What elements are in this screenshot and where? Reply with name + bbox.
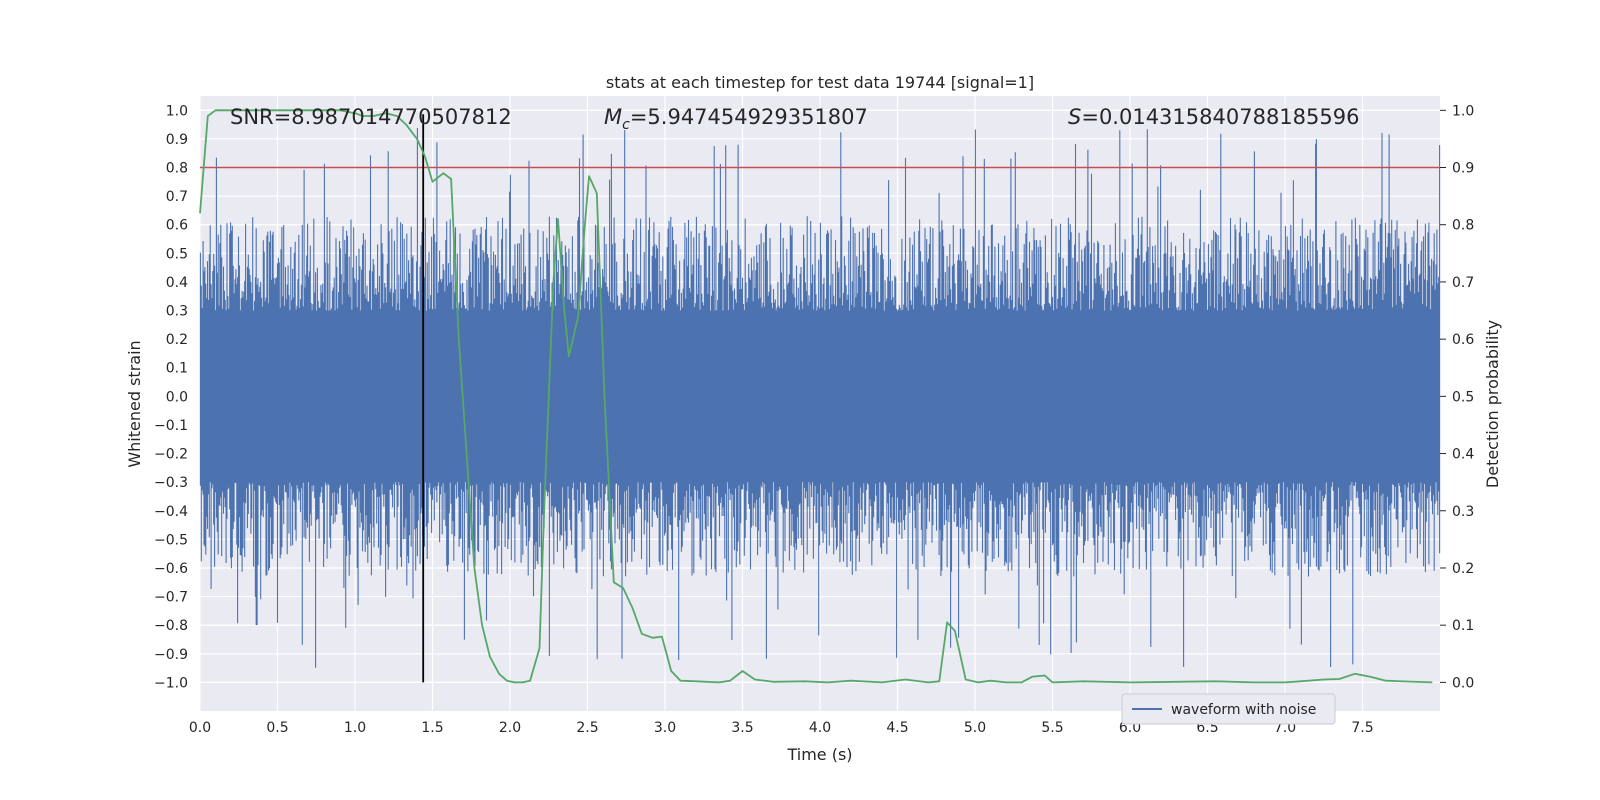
right-y-tick-label: 0.6 <box>1452 332 1474 348</box>
s-value: =0.014315840788185596 <box>1081 105 1359 129</box>
detection-probability-line <box>199 109 1433 684</box>
right-y-tick-label: 0.7 <box>1452 275 1474 291</box>
left-y-tick-label: −0.7 <box>154 590 188 606</box>
right-y-tick-label: 0.2 <box>1452 561 1474 577</box>
s-annotation: S=0.014315840788185596 <box>1068 105 1359 129</box>
left-y-tick-label: 0.7 <box>166 189 188 205</box>
left-y-tick-label: −0.4 <box>154 504 188 520</box>
mc-subscript: c <box>622 117 630 133</box>
left-y-tick-label: 0.2 <box>166 332 188 348</box>
right-y-tick-label: 0.1 <box>1452 618 1474 634</box>
left-y-tick-label: −0.1 <box>154 418 188 434</box>
left-y-tick-label: 0.8 <box>166 161 188 177</box>
x-tick-label: 5.5 <box>1041 720 1063 736</box>
left-y-tick-label: 0.0 <box>166 389 188 405</box>
left-y-tick-label: 0.5 <box>166 246 188 262</box>
right-y-tick-label: 0.5 <box>1452 389 1474 405</box>
x-tick-label: 4.5 <box>886 720 908 736</box>
right-y-tick-label: 0.0 <box>1452 675 1474 691</box>
mc-symbol: M <box>604 105 622 129</box>
x-tick-label: 2.0 <box>499 720 521 736</box>
left-y-tick-label: −0.3 <box>154 475 188 491</box>
legend-box <box>1121 693 1336 725</box>
x-tick-label: 3.5 <box>731 720 753 736</box>
x-tick-label: 0.0 <box>189 720 211 736</box>
left-y-tick-label: 0.6 <box>166 218 188 234</box>
mc-value: =5.947454929351807 <box>630 105 868 129</box>
x-tick-label: 0.5 <box>266 720 288 736</box>
right-y-axis-label: Detection probability <box>1483 320 1502 488</box>
left-y-tick-label: −0.9 <box>154 647 188 663</box>
x-tick-label: 7.5 <box>1351 720 1373 736</box>
x-tick-label: 1.5 <box>421 720 443 736</box>
x-tick-label: 5.0 <box>964 720 986 736</box>
left-y-tick-label: −0.6 <box>154 561 188 577</box>
x-tick-label: 1.0 <box>344 720 366 736</box>
left-y-tick-label: 0.3 <box>166 304 188 320</box>
left-y-axis-label: Whitened strain <box>125 340 144 467</box>
left-y-tick-label: 0.9 <box>166 132 188 148</box>
legend: waveform with noise <box>1121 693 1336 725</box>
left-y-tick-label: −0.5 <box>154 532 188 548</box>
left-y-tick-label: −0.8 <box>154 618 188 634</box>
overlay <box>199 109 1440 684</box>
mc-annotation: Mc=5.947454929351807 <box>604 105 868 133</box>
x-tick-label: 4.0 <box>809 720 831 736</box>
chart-title: stats at each timestep for test data 197… <box>606 73 1034 92</box>
left-y-tick-label: −1.0 <box>154 675 188 691</box>
x-tick-label: 2.5 <box>576 720 598 736</box>
left-y-tick-label: −0.2 <box>154 447 188 463</box>
s-symbol: S <box>1068 105 1081 129</box>
x-axis-label: Time (s) <box>786 745 852 764</box>
waveform-series <box>199 128 1441 668</box>
left-y-tick-label: 0.1 <box>166 361 188 377</box>
legend-label: waveform with noise <box>1171 702 1316 718</box>
right-y-tick-label: 0.9 <box>1452 161 1474 177</box>
x-tick-label: 3.0 <box>654 720 676 736</box>
left-y-axis: 1.0 0.9 0.8 0.7 0.6 0.5 0.4 0.3 0.2 0.1 0.0 −0.1 −0.… <box>154 103 188 691</box>
right-y-tick-label: 0.8 <box>1452 218 1474 234</box>
snr-annotation: SNR=8.987014770507812 <box>230 105 512 129</box>
right-y-axis: 1.0 0.9 0.8 0.7 0.6 0.5 0.4 0.3 0.2 0.1 0.0 <box>1440 103 1474 691</box>
right-y-tick-label: 0.4 <box>1452 447 1474 463</box>
right-y-tick-label: 1.0 <box>1452 103 1474 119</box>
left-y-tick-label: 1.0 <box>166 103 188 119</box>
right-y-tick-label: 0.3 <box>1452 504 1474 520</box>
left-y-tick-label: 0.4 <box>166 275 188 291</box>
waveform-line <box>199 128 1441 668</box>
